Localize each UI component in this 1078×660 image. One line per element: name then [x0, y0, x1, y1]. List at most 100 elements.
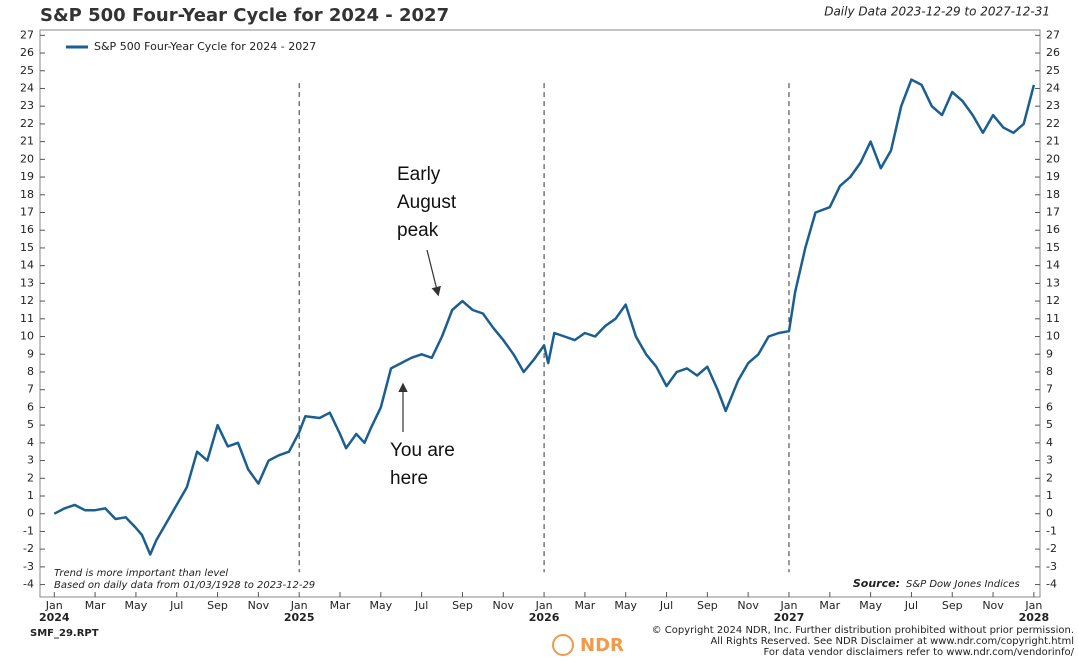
y-tick-label: 26: [1046, 46, 1060, 59]
y-tick-label: 15: [20, 241, 34, 254]
y-tick-label: 12: [1046, 294, 1060, 307]
x-tick-label: Nov: [982, 599, 1004, 612]
logo-mark: [552, 634, 574, 656]
plot-frame: [39, 29, 1041, 598]
x-tick-label: Sep: [697, 599, 718, 612]
y-tick-label: 16: [1046, 223, 1060, 236]
x-tick-label: Mar: [330, 599, 351, 612]
x-tick-label: Sep: [942, 599, 963, 612]
legend-label: S&P 500 Four-Year Cycle for 2024 - 2027: [94, 40, 316, 53]
y-tick-label: 15: [1046, 241, 1060, 254]
y-tick-label: 0: [27, 507, 34, 520]
x-tick-label: Jan: [45, 599, 63, 612]
y-tick-label: 9: [27, 347, 34, 360]
x-tick-label: Mar: [575, 599, 596, 612]
x-tick-label: Jul: [659, 599, 673, 612]
annotation-arrow: [426, 249, 441, 297]
y-tick-label: 3: [1046, 454, 1053, 467]
y-tick-label: 2: [27, 471, 34, 484]
y-tick-label: 10: [1046, 330, 1060, 343]
y-tick-label: 21: [20, 135, 34, 148]
y-tick-label: 22: [20, 117, 34, 130]
y-tick-label: 24: [20, 81, 34, 94]
x-year-label: 2024: [39, 611, 70, 624]
source: S&P Dow Jones Indices: [906, 579, 1020, 590]
y-tick-label: 27: [20, 28, 34, 41]
y-tick-label: 5: [27, 418, 34, 431]
x-tick-label: May: [125, 599, 148, 612]
x-tick-label: Sep: [452, 599, 473, 612]
y-tick-label: 7: [27, 383, 34, 396]
logo: NDR: [580, 635, 624, 656]
y-tick-label: 18: [1046, 188, 1060, 201]
y-tick-label: 5: [1046, 418, 1053, 431]
y-tick-label: 20: [1046, 152, 1060, 165]
x-tick-label: Jan: [535, 599, 553, 612]
y-tick-label: -4: [23, 578, 34, 591]
y-tick-label: 13: [1046, 276, 1060, 289]
y-tick-label: -1: [1046, 524, 1057, 537]
x-tick-label: Nov: [493, 599, 515, 612]
y-tick-label: 14: [1046, 259, 1060, 272]
y-tick-label: 20: [20, 152, 34, 165]
y-tick-label: 17: [20, 206, 34, 219]
y-tick-label: 1: [1046, 489, 1053, 502]
y-tick-label: 19: [20, 170, 34, 183]
y-tick-label: 7: [1046, 383, 1053, 396]
x-year-label: 2028: [1019, 611, 1050, 624]
y-tick-label: 18: [20, 188, 34, 201]
x-tick-label: Jan: [290, 599, 308, 612]
y-tick-label: 21: [1046, 135, 1060, 148]
x-year-label: 2027: [774, 611, 805, 624]
y-tick-label: 24: [1046, 81, 1060, 94]
y-tick-label: 25: [1046, 64, 1060, 77]
y-tick-label: 9: [1046, 347, 1053, 360]
x-tick-label: Nov: [737, 599, 759, 612]
y-tick-label: 6: [1046, 400, 1053, 413]
y-tick-label: -3: [23, 560, 34, 573]
x-tick-label: Jul: [904, 599, 918, 612]
y-tick-label: 1: [27, 489, 34, 502]
y-tick-label: -2: [23, 542, 34, 555]
note: Based on daily data from 01/03/1928 to 2…: [54, 580, 315, 591]
y-tick-label: 13: [20, 276, 34, 289]
annotation: August: [397, 192, 457, 213]
annotation: Early: [397, 164, 441, 185]
y-tick-label: 12: [20, 294, 34, 307]
x-tick-label: May: [859, 599, 882, 612]
y-tick-label: 8: [1046, 365, 1053, 378]
x-year-label: 2025: [284, 611, 315, 624]
y-tick-label: -1: [23, 524, 34, 537]
y-tick-label: 27: [1046, 28, 1060, 41]
y-tick-label: 19: [1046, 170, 1060, 183]
x-tick-label: Jul: [414, 599, 428, 612]
y-tick-label: 8: [27, 365, 34, 378]
annotation: peak: [397, 220, 439, 241]
annotation: here: [390, 468, 428, 489]
footer-line: All Rights Reserved. See NDR Disclaimer …: [710, 636, 1074, 647]
y-tick-label: 14: [20, 259, 34, 272]
y-tick-label: -4: [1046, 578, 1057, 591]
y-tick-label: 23: [1046, 99, 1060, 112]
x-tick-label: May: [369, 599, 392, 612]
y-tick-label: 0: [1046, 507, 1053, 520]
y-tick-label: 16: [20, 223, 34, 236]
chart-title: S&P 500 Four-Year Cycle for 2024 - 2027: [40, 5, 449, 26]
report-id: SMF_29.RPT: [30, 628, 99, 639]
y-tick-label: 4: [27, 436, 34, 449]
x-tick-label: Mar: [819, 599, 840, 612]
x-tick-label: Mar: [85, 599, 106, 612]
y-tick-label: -2: [1046, 542, 1057, 555]
y-tick-label: 4: [1046, 436, 1053, 449]
y-tick-label: 22: [1046, 117, 1060, 130]
series-line: [53, 78, 1036, 556]
chart-subtitle: Daily Data 2023-12-29 to 2027-12-31: [824, 5, 1050, 19]
y-tick-label: -3: [1046, 560, 1057, 573]
x-tick-label: Sep: [207, 599, 228, 612]
y-tick-label: 17: [1046, 206, 1060, 219]
y-tick-label: 11: [20, 312, 34, 325]
x-tick-label: Jan: [779, 599, 797, 612]
y-tick-label: 11: [1046, 312, 1060, 325]
y-tick-label: 23: [20, 99, 34, 112]
